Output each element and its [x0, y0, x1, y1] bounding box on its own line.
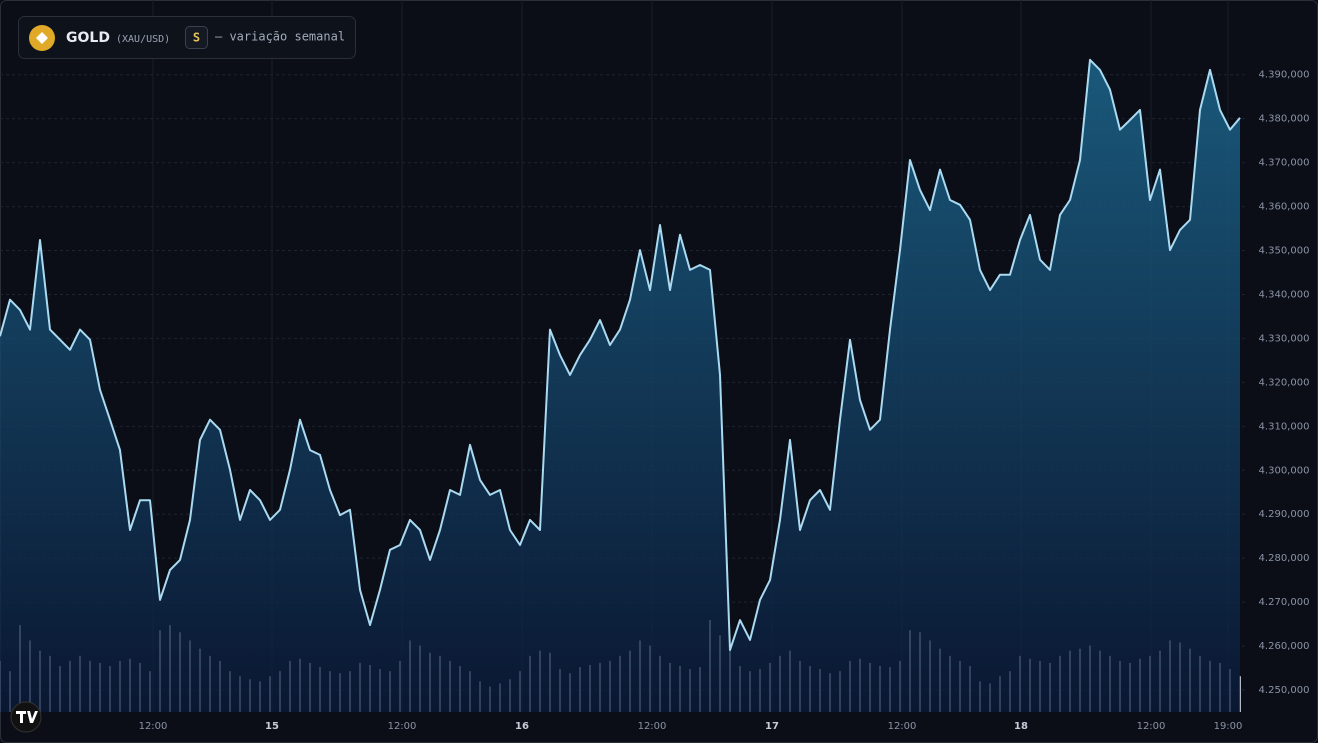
legend: GOLD (XAU/USD) S — variação semanal — [18, 16, 356, 59]
y-tick-label: 4.370,000 — [1259, 158, 1310, 169]
legend-subtitle: — variação semanal — [215, 30, 345, 44]
y-tick-label: 4.290,000 — [1259, 509, 1310, 520]
interval-label[interactable]: S — [193, 31, 200, 45]
legend-symbol: (XAU/USD) — [116, 34, 170, 45]
price-line — [0, 58, 1241, 651]
y-tick-label: 4.300,000 — [1259, 465, 1310, 476]
y-tick-label: 4.330,000 — [1259, 333, 1310, 344]
y-tick-label: 4.270,000 — [1259, 597, 1310, 608]
y-tick-label: 4.250,000 — [1259, 685, 1310, 696]
y-tick-label: 4.390,000 — [1259, 70, 1310, 81]
x-tick-label: 12:00 — [388, 721, 417, 732]
x-tick-label: 17 — [765, 721, 779, 732]
y-tick-label: 4.280,000 — [1259, 553, 1310, 564]
symbol-icon-diamond — [36, 32, 48, 44]
area-fill — [0, 59, 1240, 713]
x-tick-label: 12:00 — [1137, 721, 1166, 732]
y-tick-label: 4.360,000 — [1259, 202, 1310, 213]
x-tick-label: 12:00 — [139, 721, 168, 732]
logo[interactable] — [10, 701, 42, 733]
x-tick-label: 19:00 — [1214, 721, 1243, 732]
x-tick-label: 12:00 — [638, 721, 667, 732]
y-tick-label: 4.350,000 — [1259, 246, 1310, 257]
legend-title: GOLD — [66, 30, 110, 46]
x-tick-label: 12:00 — [888, 721, 917, 732]
x-tick-label: 16 — [515, 721, 529, 732]
y-tick-label: 4.260,000 — [1259, 641, 1310, 652]
y-tick-label: 4.380,000 — [1259, 114, 1310, 125]
y-tick-label: 4.340,000 — [1259, 289, 1310, 300]
y-tick-label: 4.310,000 — [1259, 421, 1310, 432]
x-tick-label: 18 — [1014, 721, 1028, 732]
x-tick-label: 15 — [265, 721, 279, 732]
interval-badge[interactable] — [185, 26, 208, 49]
y-tick-label: 4.320,000 — [1259, 377, 1310, 388]
